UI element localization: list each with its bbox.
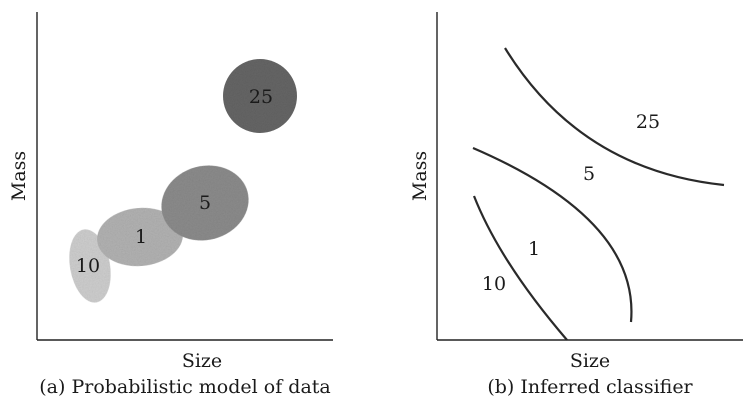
cluster-ellipse-25 xyxy=(223,59,297,133)
region-label-1: 1 xyxy=(528,238,540,260)
decision-boundary-1-5 xyxy=(472,146,633,323)
panel-a-x-label: Size xyxy=(182,350,222,372)
panel-b-x-label: Size xyxy=(570,350,610,372)
panel-a: 10 1 5 25 Size Mass (a) Probabilistic mo… xyxy=(8,12,333,398)
cluster-label-1: 1 xyxy=(135,226,147,248)
cluster-label-25: 25 xyxy=(249,86,273,108)
cluster-ellipse-1 xyxy=(97,207,183,267)
panel-b: 10 1 5 25 Size Mass (b) Inferred classif… xyxy=(409,12,743,398)
panel-b-caption: (b) Inferred classifier xyxy=(487,376,693,398)
region-label-10: 10 xyxy=(482,273,506,295)
region-label-5: 5 xyxy=(583,163,595,185)
panel-a-y-label: Mass xyxy=(8,151,30,201)
region-label-25: 25 xyxy=(636,111,660,133)
panel-b-y-label: Mass xyxy=(409,151,431,201)
decision-boundary-5-25 xyxy=(504,47,725,187)
decision-boundary-10-1 xyxy=(472,195,568,341)
cluster-label-5: 5 xyxy=(199,192,211,214)
panel-a-caption: (a) Probabilistic model of data xyxy=(39,376,330,398)
cluster-ellipse-5 xyxy=(161,165,249,241)
cluster-label-10: 10 xyxy=(76,255,100,277)
